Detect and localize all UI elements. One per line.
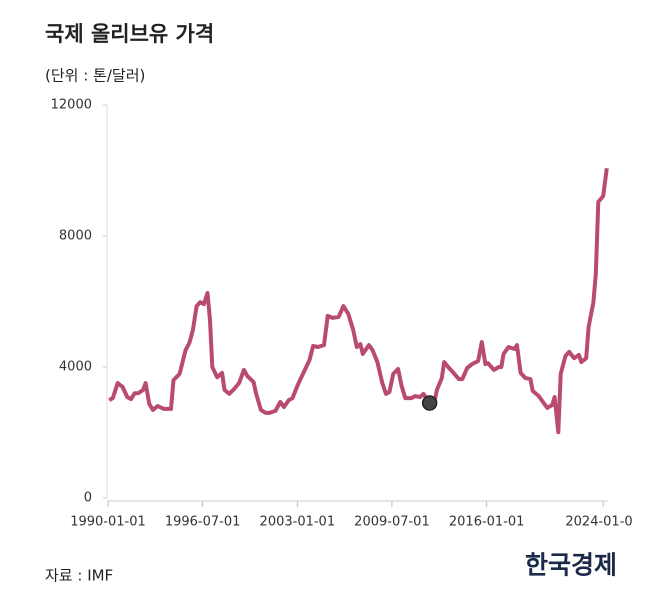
x-tick-label: 1990-01-01 xyxy=(70,515,146,530)
x-tick-label: 2009-07-01 xyxy=(354,515,430,530)
chart-subtitle: (단위 : 톤/달러) xyxy=(45,67,145,85)
x-tick-label: 1996-07-01 xyxy=(165,515,241,530)
brand-logo: 한국경제 xyxy=(525,551,617,580)
x-tick-label: 2024-01-01 xyxy=(565,515,641,530)
y-tick-label: 12000 xyxy=(51,98,92,113)
x-tick-label: 2003-01-01 xyxy=(260,515,336,530)
y-tick-label: 0 xyxy=(84,491,92,506)
y-tick-label: 8000 xyxy=(59,229,92,244)
chart-title: 국제 올리브유 가격 xyxy=(45,22,214,46)
plot-area: 0 4000 8000 12000 1990-01-01 1996-07-01 2003-0… xyxy=(51,98,641,530)
highlight-point xyxy=(421,395,438,411)
data-line xyxy=(108,167,609,435)
x-tick-label: 2016-01-01 xyxy=(449,515,525,530)
y-tick-label: 4000 xyxy=(59,360,92,375)
source-note: 자료 : IMF xyxy=(45,567,113,585)
